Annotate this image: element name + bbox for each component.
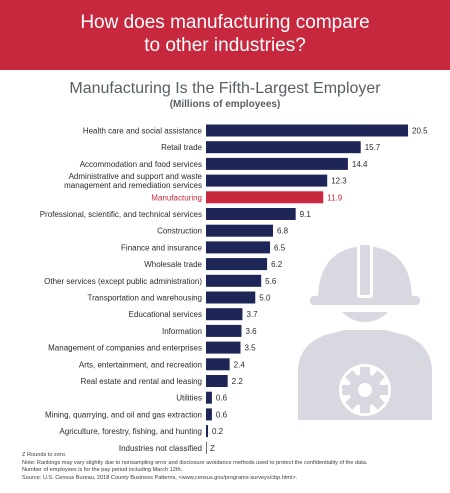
value-label-arts-entertainment-and-recreation: 2.4 [234, 360, 246, 369]
bar-construction [206, 224, 274, 237]
value-label-real-estate-and-rental-and-leasing: 2.2 [232, 377, 244, 386]
bar-professional-scientific-and-technical-services [206, 208, 296, 220]
value-label-manufacturing: 11.9 [327, 193, 343, 202]
value-label-wholesale-trade: 6.2 [271, 260, 283, 269]
chart-notes: Z Rounds to zero. Note: Rankings may var… [22, 452, 442, 482]
category-label-industries-not-classified: Industries not classified [119, 444, 202, 453]
value-label-educational-services: 3.7 [246, 310, 258, 319]
category-label-utilities: Utilities [176, 394, 202, 403]
header-banner: How does manufacturing compare to other … [0, 0, 450, 70]
worker-hardhat-gear-icon [298, 242, 432, 420]
category-label-construction: Construction [157, 227, 202, 236]
category-label-retail-trade: Retail trade [161, 143, 202, 152]
category-label-real-estate-and-rental-and-leasing: Real estate and rental and leasing [81, 377, 202, 386]
category-label-health-care-and-social-assistance: Health care and social assistance [83, 127, 203, 136]
bar-retail-trade [206, 141, 361, 154]
bar-manufacturing [206, 191, 324, 204]
bar-accommodation-and-food-services [206, 157, 348, 170]
value-label-professional-scientific-and-technical-services: 9.1 [300, 210, 312, 219]
value-label-transportation-and-warehousing: 5.0 [259, 294, 271, 303]
hardhat-brim-shape [310, 296, 420, 305]
category-label-manufacturing: Manufacturing [151, 193, 202, 202]
value-label-retail-trade: 15.7 [365, 143, 381, 152]
category-label-administrative-and-support-and-waste-management-and-remediation-services-line1: Administrative and support and waste [69, 172, 203, 181]
bar-administrative-and-support-and-waste-management-and-remediation-services [206, 174, 328, 187]
bar-health-care-and-social-assistance [206, 124, 408, 137]
category-label-mining-quarrying-and-oil-and-gas-extraction: Mining, quarrying, and oil and gas extra… [45, 410, 202, 419]
gear-icon [339, 364, 391, 416]
note-rankings: Note: Rankings may vary slightly due to … [22, 459, 368, 466]
value-label-health-care-and-social-assistance: 20.5 [412, 127, 428, 136]
value-label-other-services-except-public-administration: 5.6 [265, 277, 277, 286]
bars-group: 20.5 Health care and social assistance 15.… [40, 124, 428, 454]
chart-subtitle: (Millions of employees) [169, 99, 281, 110]
category-label-accommodation-and-food-services: Accommodation and food services [80, 160, 202, 169]
category-label-information: Information [162, 327, 202, 336]
category-label-wholesale-trade: Wholesale trade [144, 260, 202, 269]
value-label-construction: 6.8 [277, 227, 289, 236]
bar-educational-services [206, 308, 243, 321]
bar-other-services-except-public-administration [206, 274, 262, 287]
note-pay-period: Number of employees is for the pay perio… [22, 467, 183, 474]
value-label-information: 3.6 [245, 327, 257, 336]
bar-arts-entertainment-and-recreation [206, 358, 230, 371]
category-label-transportation-and-warehousing: Transportation and warehousing [88, 294, 202, 303]
value-label-mining-quarrying-and-oil-and-gas-extraction: 0.6 [216, 410, 228, 419]
category-label-other-services-except-public-administration: Other services (except public administra… [44, 277, 202, 286]
value-label-agriculture-forestry-fishing-and-hunting: 0.2 [212, 427, 224, 436]
note-zero: Z Rounds to zero. [22, 452, 67, 458]
category-label-administrative-and-support-and-waste-management-and-remediation-services-line2: management and remediation services [64, 181, 202, 190]
value-label-industries-not-classified: Z [210, 444, 215, 453]
category-label-management-of-companies-and-enterprises: Management of companies and enterprises [48, 344, 202, 353]
header-title-line2: to other industries? [144, 35, 306, 56]
category-label-arts-entertainment-and-recreation: Arts, entertainment, and recreation [79, 360, 202, 369]
bar-information [206, 324, 242, 337]
bar-utilities [206, 391, 212, 404]
bar-management-of-companies-and-enterprises [206, 341, 241, 354]
bar-agriculture-forestry-fishing-and-hunting [206, 425, 208, 438]
value-label-management-of-companies-and-enterprises: 3.5 [244, 344, 256, 353]
header-title-line1: How does manufacturing compare [80, 12, 370, 33]
value-label-utilities: 0.6 [216, 394, 228, 403]
bar-mining-quarrying-and-oil-and-gas-extraction [206, 408, 212, 421]
category-label-agriculture-forestry-fishing-and-hunting: Agriculture, forestry, fishing, and hunt… [59, 427, 202, 436]
category-label-finance-and-insurance: Finance and insurance [121, 243, 202, 252]
value-label-finance-and-insurance: 6.5 [274, 243, 286, 252]
value-label-accommodation-and-food-services: 14.4 [352, 160, 368, 169]
bar-finance-and-insurance [206, 241, 271, 254]
chart-title: Manufacturing Is the Fifth-Largest Emplo… [69, 80, 381, 97]
hardhat-ridge-inner [360, 245, 370, 295]
bar-transportation-and-warehousing [206, 291, 256, 304]
bar-wholesale-trade [206, 258, 268, 271]
category-label-professional-scientific-and-technical-services: Professional, scientific, and technical … [40, 210, 202, 219]
category-label-educational-services: Educational services [129, 310, 202, 319]
bar-real-estate-and-rental-and-leasing [206, 375, 228, 387]
value-label-administrative-and-support-and-waste-management-and-remediation-services: 12.3 [331, 177, 347, 186]
note-source: Source: U.S. Census Bureau, 2018 County … [22, 474, 298, 481]
